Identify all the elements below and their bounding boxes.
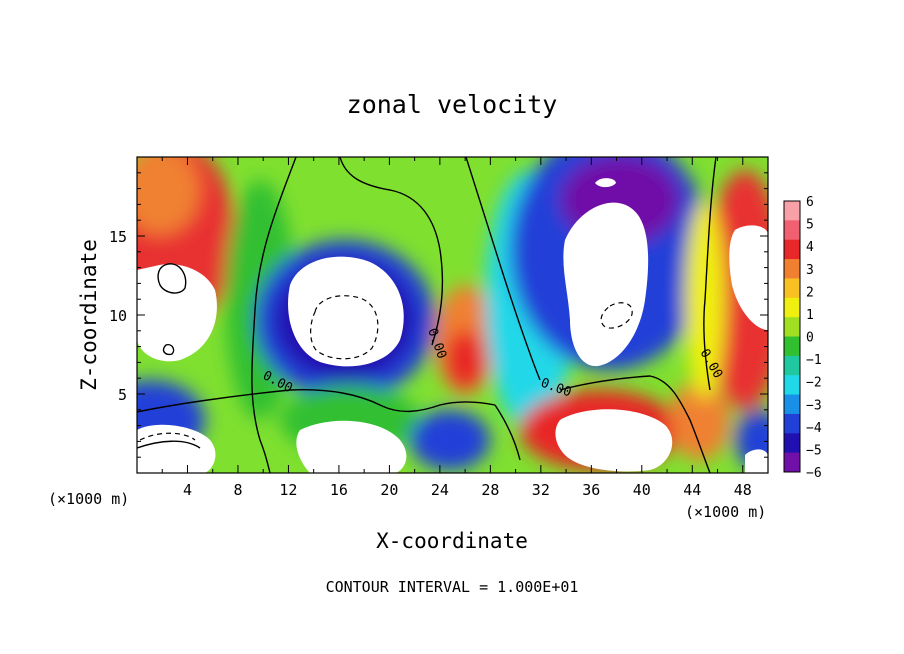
colorbar-swatch (784, 355, 800, 376)
colorbar-swatch (784, 297, 800, 318)
x-tick-label: 20 (380, 481, 398, 499)
colorbar-tick-label: 3 (806, 263, 814, 278)
x-tick-label: 48 (734, 481, 752, 499)
colorbar-tick-label: 4 (806, 240, 814, 255)
colorbar-tick-label: −4 (806, 421, 822, 436)
colorbar-tick-label: −6 (806, 466, 822, 481)
x-tick-label: 32 (532, 481, 550, 499)
x-tick-label: 4 (183, 481, 192, 499)
white-region (595, 178, 616, 188)
white-region (288, 256, 404, 367)
x-tick-label: 40 (633, 481, 651, 499)
y-tick-label: 5 (118, 386, 127, 404)
colorbar-tick-label: 5 (806, 218, 814, 233)
x-tick-label: 16 (330, 481, 348, 499)
x-tick-label: 24 (431, 481, 449, 499)
white-region (729, 225, 768, 330)
x-axis-units: (×1000 m) (48, 490, 129, 508)
colorbar-tick-label: −5 (806, 443, 822, 458)
x-tick-label: 44 (683, 481, 701, 499)
colorbar-swatch (784, 394, 800, 415)
x-axis-label: X-coordinate (376, 529, 528, 553)
contour-lines (137, 157, 717, 473)
colorbar-swatch (784, 452, 800, 473)
y-tick-label: 10 (109, 307, 127, 325)
white-region (296, 420, 407, 473)
colorbar-swatch (784, 239, 800, 260)
x-axis-units-right: (×1000 m) (685, 503, 766, 521)
heatmap-field (137, 157, 768, 473)
chart-title: zonal velocity (347, 90, 558, 119)
white-region (137, 264, 217, 362)
white-region (137, 424, 216, 473)
colorbar-tick-label: 2 (806, 285, 814, 300)
colorbar-swatch (784, 413, 800, 434)
colorbar-tick-label: −1 (806, 353, 822, 368)
white-region (555, 409, 673, 472)
colorbar-tick-label: −2 (806, 376, 822, 391)
negative-contours (139, 295, 633, 441)
colorbar-tick-label: 6 (806, 195, 814, 210)
colorbar-tick-label: 1 (806, 308, 814, 323)
colorbar-swatch (784, 336, 800, 357)
x-tick-label: 28 (481, 481, 499, 499)
x-tick-label: 12 (279, 481, 297, 499)
colorbar-tick-label: 0 (806, 331, 814, 346)
colorbar-swatch (784, 220, 800, 241)
colorbar-swatch (784, 375, 800, 396)
colorbar-swatch (784, 259, 800, 279)
colorbar-frame (783, 200, 801, 473)
colorbar-swatch (784, 201, 800, 221)
colorbar: 6 5 4 3 2 1 0 −1 −2 −3 −4 −5 −6 (783, 195, 822, 481)
colorbar-swatch (784, 317, 800, 337)
contour-interval: CONTOUR INTERVAL = 1.000E+01 (326, 578, 579, 596)
y-tick-label: 15 (109, 228, 127, 246)
colorbar-tick-label: −3 (806, 398, 822, 413)
white-region (563, 202, 649, 367)
colorbar-swatch (784, 433, 800, 454)
x-tick-label: 8 (233, 481, 242, 499)
y-axis-label: Z-coordinate (77, 239, 101, 391)
white-region (745, 449, 768, 473)
colorbar-swatch (784, 278, 800, 299)
x-tick-label: 36 (582, 481, 600, 499)
